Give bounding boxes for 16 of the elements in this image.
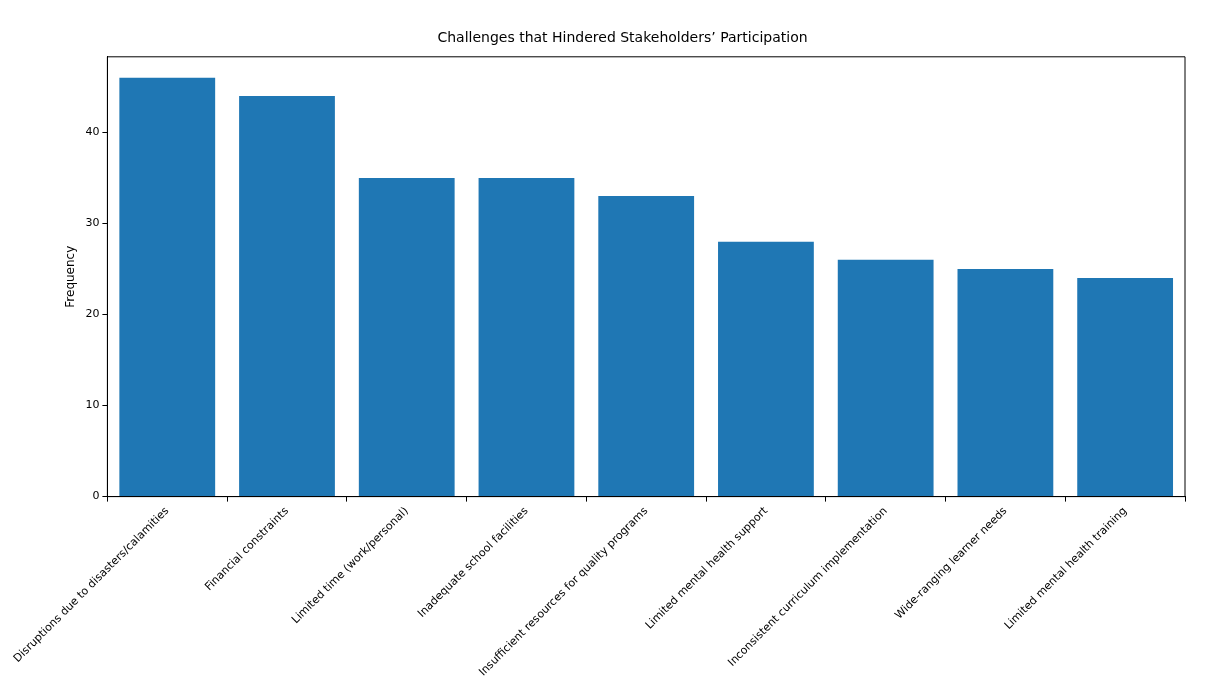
chart-title: Challenges that Hindered Stakeholders’ Participation: [437, 29, 808, 46]
y-tick-label: 0: [92, 489, 100, 503]
bar: [957, 268, 1054, 497]
bar: [478, 177, 575, 497]
y-tick-label: 40: [85, 125, 100, 139]
y-tick-label: 10: [85, 398, 100, 412]
y-tick-label: 30: [85, 216, 100, 230]
bar: [119, 77, 216, 497]
y-tick-label: 20: [85, 307, 100, 321]
bar: [598, 196, 695, 497]
bar: [239, 95, 335, 497]
bar: [837, 259, 934, 497]
bar: [358, 177, 455, 497]
bar: [718, 241, 814, 497]
y-axis-title: Frequency: [63, 245, 78, 308]
bar: [1077, 278, 1174, 497]
